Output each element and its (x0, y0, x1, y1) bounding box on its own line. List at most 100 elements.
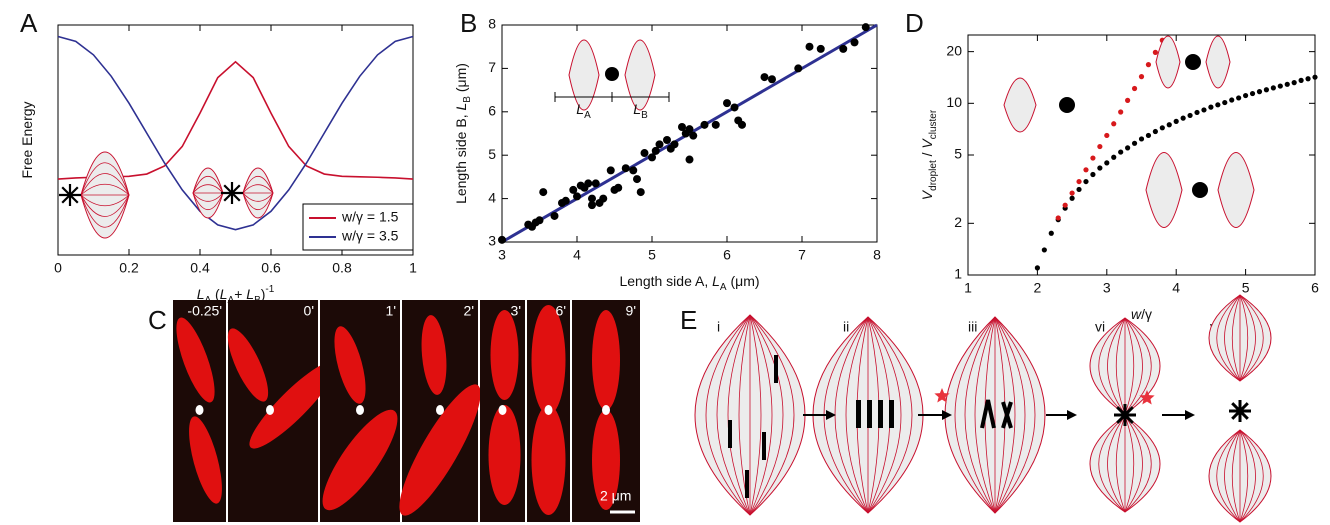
plot-frame (967, 34, 1316, 276)
x-tick-label: 5 (648, 247, 656, 263)
spindle-fluorescence (227, 328, 269, 402)
spindle-fiber (242, 184, 274, 194)
time-label: 3' (511, 303, 521, 319)
point (738, 120, 746, 129)
point (1145, 132, 1152, 139)
point (685, 155, 694, 164)
spindle-body (568, 39, 600, 111)
spindle-fiber (80, 194, 130, 228)
spindle-fiber (80, 173, 130, 196)
label-part: + (234, 286, 246, 302)
spindle-fiber (1124, 317, 1143, 415)
scale-bar-label: 2 μm (600, 488, 631, 504)
point (1208, 104, 1214, 110)
arrow-head (826, 410, 836, 420)
y-tick-label: 8 (488, 16, 496, 32)
stage-label: iii (968, 319, 977, 335)
cluster-fluorescence (195, 405, 204, 415)
point (1125, 97, 1131, 103)
chromosome-cluster (1185, 54, 1201, 70)
spindle-fiber (749, 314, 773, 516)
point (839, 44, 848, 53)
label-part: Free Energy (19, 101, 35, 178)
label-part: /γ (1141, 306, 1152, 322)
label-part: droplet (928, 160, 939, 191)
spindle-fiber (1239, 429, 1249, 523)
y-tick-label: 2 (954, 214, 962, 230)
point (1083, 178, 1089, 185)
spindle-fiber (80, 194, 130, 217)
spindle-fiber (1124, 317, 1135, 415)
point (1069, 190, 1075, 196)
point (670, 140, 679, 149)
point (1069, 195, 1075, 201)
point (1284, 81, 1290, 87)
y-tick-label: 6 (488, 103, 496, 119)
point (655, 140, 664, 149)
point (816, 44, 825, 53)
spindle-fiber (1239, 294, 1256, 382)
spindle-body (1217, 152, 1255, 228)
point (723, 99, 731, 108)
spindle-fiber (242, 175, 274, 194)
legend-label: w/γ = 3.5 (341, 228, 399, 244)
label-part: ( (211, 286, 220, 302)
point (1083, 167, 1089, 173)
point (1215, 102, 1221, 108)
line-series (57, 35, 414, 231)
point (1138, 74, 1145, 80)
spindle-fiber (964, 316, 996, 514)
x-tick-label: 7 (798, 247, 806, 263)
point (1291, 80, 1297, 86)
cluster-fluorescence (266, 405, 274, 415)
point (1076, 178, 1082, 185)
spindle-fiber (1239, 294, 1249, 382)
spindle-fiber (1115, 317, 1126, 415)
aster (1116, 406, 1134, 424)
legend-box (302, 203, 414, 251)
spindle-fiber (705, 314, 751, 516)
label-part: L (220, 286, 228, 302)
point (689, 131, 698, 140)
time-label: 9' (626, 303, 636, 319)
spindle-fiber (954, 316, 996, 514)
plot-frame (501, 24, 878, 243)
spindle-fluorescence (421, 315, 447, 395)
spindle-fiber (1224, 429, 1241, 523)
x-tick-label: 6 (1311, 280, 1319, 296)
point (1055, 215, 1061, 221)
point (1138, 136, 1145, 142)
point (1263, 87, 1270, 93)
point (1152, 128, 1158, 135)
chromosome (762, 432, 766, 460)
point (1131, 140, 1138, 146)
cluster-fluorescence (356, 405, 364, 415)
label-part: A (584, 110, 591, 121)
red-star (1139, 390, 1155, 405)
spindle-fiber (80, 194, 130, 207)
point (1111, 154, 1117, 160)
time-label: 1' (386, 303, 396, 319)
point (591, 179, 600, 188)
spindle-fiber (80, 183, 130, 196)
y-tick-label: 4 (488, 189, 496, 205)
point (663, 136, 671, 145)
x-tick-label: 3 (498, 247, 506, 263)
label-part: (μm) (727, 273, 760, 289)
aster (61, 186, 79, 204)
aster (1231, 402, 1249, 420)
inset-label: LA (576, 101, 591, 121)
spindle-fiber (242, 192, 274, 211)
stage-label: ii (843, 319, 849, 335)
label-part: L (197, 286, 205, 302)
spindle-body (1145, 152, 1183, 228)
y-axis-label: Vdroplet / Vcluster (919, 109, 939, 200)
x-tick-label: 6 (723, 247, 731, 263)
spindle-fiber (867, 316, 913, 514)
spindle-fluorescence (488, 405, 521, 505)
spindle-fiber (1239, 294, 1264, 382)
label-part: cluster (928, 109, 939, 139)
spindle-fiber (1231, 294, 1241, 382)
chromosome (889, 400, 894, 428)
spindle-fluorescence (592, 310, 620, 410)
